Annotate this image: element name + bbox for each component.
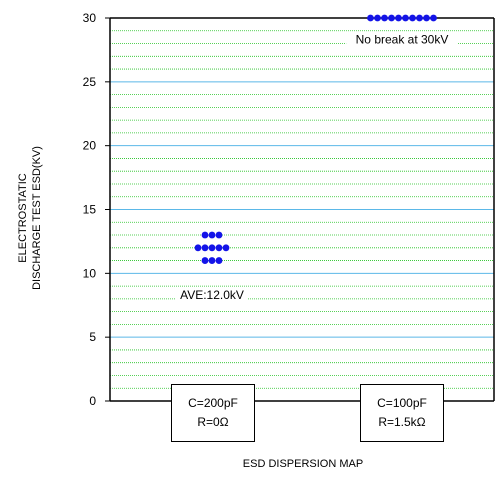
category-2-line-1: C=100pF [377,396,427,410]
y-tick-label: 0 [89,394,96,408]
data-point [402,14,409,22]
data-point [208,244,216,252]
data-point [381,14,388,22]
category-1-line-1: C=200pF [188,396,238,410]
annotation-background [176,287,248,303]
y-tick-label: 15 [83,203,97,217]
data-point [423,14,430,22]
data-point [409,14,416,22]
y-tick-label: 5 [89,330,96,344]
category-2-line-2: R=1.5kΩ [378,415,426,429]
data-point [222,244,230,252]
data-point [430,14,437,22]
data-point [215,257,223,264]
data-point [201,231,209,239]
data-point [208,231,216,239]
data-point [201,244,209,252]
category-box-2: C=100pF R=1.5kΩ [360,384,444,442]
category-box-1: C=200pF R=0Ω [171,384,255,442]
data-point [395,14,402,22]
data-point [215,231,223,239]
data-point [208,257,216,264]
data-point [374,14,381,22]
data-point [388,14,395,22]
data-point [367,14,374,22]
y-tick-label: 25 [83,75,97,89]
data-point [416,14,423,22]
data-point [194,244,202,252]
y-tick-label: 30 [83,11,97,25]
annotation-label: No break at 30kV [356,33,449,47]
data-point [215,244,223,252]
annotation-background [346,31,458,47]
category-1-line-2: R=0Ω [197,415,229,429]
data-point [201,257,209,264]
y-tick-label: 20 [83,139,97,153]
annotation-label: AVE:12.0kV [180,288,244,302]
y-tick-label: 10 [83,266,97,280]
x-axis-label: ESD DISPERSION MAP [242,458,364,470]
